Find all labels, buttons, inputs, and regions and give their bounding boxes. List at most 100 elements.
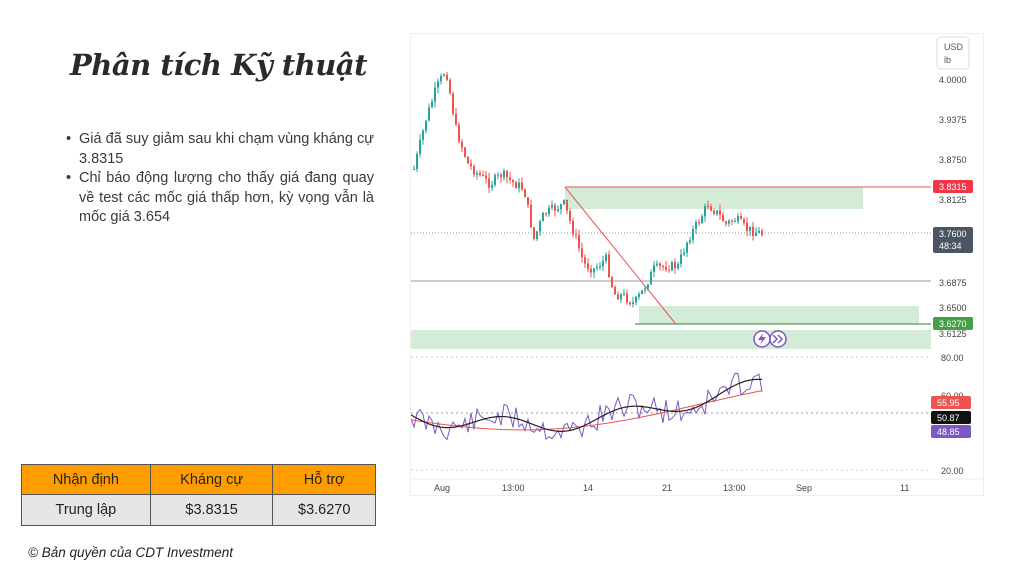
candle-body bbox=[650, 271, 652, 285]
candle-body bbox=[689, 240, 691, 243]
candle-body bbox=[668, 269, 670, 271]
summary-table: Nhận định Kháng cự Hỗ trợ Trung lập $3.8… bbox=[21, 464, 376, 526]
candle-body bbox=[695, 221, 697, 230]
candle-body bbox=[413, 168, 415, 170]
price-chart[interactable]: USD lb 4.0000 3.9375 3.8750 3.8125 3.687… bbox=[410, 33, 984, 496]
candle-body bbox=[617, 294, 619, 300]
candle-body bbox=[671, 261, 673, 271]
candle-body bbox=[542, 212, 544, 222]
candle-body bbox=[611, 277, 613, 288]
candle-body bbox=[485, 175, 487, 179]
candle-body bbox=[614, 287, 616, 295]
candle-body bbox=[437, 81, 439, 88]
candle-body bbox=[740, 216, 742, 220]
candle-body bbox=[587, 263, 589, 269]
candle-body bbox=[632, 302, 634, 305]
price-tick: 3.6875 bbox=[939, 278, 967, 288]
chart-canvas[interactable]: USD lb 4.0000 3.9375 3.8750 3.8125 3.687… bbox=[411, 34, 984, 496]
candle-body bbox=[752, 226, 754, 237]
candle-body bbox=[548, 207, 550, 215]
lightning-glyph bbox=[758, 333, 766, 345]
candle-body bbox=[746, 222, 748, 232]
currency-box[interactable] bbox=[936, 36, 970, 70]
candle-body bbox=[683, 252, 685, 255]
candle-body bbox=[563, 199, 565, 205]
candle-body bbox=[446, 74, 448, 80]
price-tick: 3.9375 bbox=[939, 115, 967, 125]
candle-body bbox=[494, 175, 496, 185]
candle-body bbox=[581, 248, 583, 258]
candle-body bbox=[491, 184, 493, 188]
candle-body bbox=[653, 265, 655, 272]
price-tick: 3.8125 bbox=[939, 195, 967, 205]
candle-body bbox=[572, 220, 574, 235]
oscillator-mid-line bbox=[411, 378, 763, 432]
bullet-item: Chỉ báo động lượng cho thấy giá đang qua… bbox=[66, 169, 374, 228]
candle-body bbox=[605, 254, 607, 261]
candle-body bbox=[512, 179, 514, 183]
candle-body bbox=[635, 296, 637, 303]
osc-tick: 20.00 bbox=[941, 466, 964, 476]
cell-assessment: Trung lập bbox=[21, 494, 151, 526]
candle-body bbox=[428, 107, 430, 121]
candle-body bbox=[716, 210, 718, 214]
candle-body bbox=[416, 153, 418, 169]
osc-tag-mid-text: 50.87 bbox=[937, 413, 960, 423]
x-tick: 13:00 bbox=[723, 483, 746, 493]
osc-tag-fast bbox=[931, 425, 971, 438]
candle-body bbox=[725, 221, 727, 224]
candle-body bbox=[554, 205, 556, 211]
currency-label: USD bbox=[944, 42, 964, 52]
candle-body bbox=[440, 75, 442, 82]
candle-body bbox=[515, 182, 517, 189]
candle-body bbox=[506, 170, 508, 178]
candle-body bbox=[680, 254, 682, 264]
price-tick: 4.0000 bbox=[939, 75, 967, 85]
analysis-bullets: Giá đã suy giảm sau khi chạm vùng kháng … bbox=[66, 130, 374, 228]
candle-body bbox=[584, 257, 586, 264]
support-price-tag bbox=[933, 317, 973, 330]
candle-body bbox=[629, 302, 631, 305]
candle-body bbox=[722, 214, 724, 222]
osc-tag-slow-text: 55.95 bbox=[937, 398, 960, 408]
candle-body bbox=[758, 230, 760, 233]
candle-body bbox=[743, 219, 745, 223]
copyright-note: © Bản quyền của CDT Investment bbox=[28, 545, 234, 560]
candle-body bbox=[500, 174, 502, 178]
current-price-text: 3.7600 bbox=[939, 229, 967, 239]
price-tick: 3.8750 bbox=[939, 155, 967, 165]
candle-body bbox=[731, 220, 733, 222]
candle-body bbox=[464, 147, 466, 157]
candle-body bbox=[467, 156, 469, 164]
candle-body bbox=[539, 221, 541, 232]
candle-body bbox=[599, 266, 601, 268]
candle-body bbox=[533, 227, 535, 239]
candles-group bbox=[413, 72, 763, 308]
candle-body bbox=[422, 130, 424, 140]
candle-body bbox=[713, 210, 715, 214]
candle-body bbox=[575, 234, 577, 236]
resistance-price-tag bbox=[933, 180, 973, 193]
price-tick: 3.6125 bbox=[939, 329, 967, 339]
candle-body bbox=[761, 230, 763, 235]
cell-resistance: $3.8315 bbox=[149, 494, 274, 526]
x-tick: 11 bbox=[900, 483, 909, 493]
candle-body bbox=[641, 290, 643, 295]
current-price-tag bbox=[933, 227, 973, 253]
candle-body bbox=[455, 113, 457, 125]
candle-body bbox=[434, 87, 436, 102]
lower-support-zone bbox=[411, 330, 931, 349]
trend-line bbox=[564, 186, 676, 324]
slide-title: Phân tích Kỹ thuật bbox=[70, 48, 368, 82]
candle-body bbox=[593, 268, 595, 273]
unit-label: lb bbox=[944, 55, 951, 65]
candle-body bbox=[488, 178, 490, 188]
candle-body bbox=[527, 197, 529, 205]
candle-body bbox=[479, 172, 481, 176]
candle-body bbox=[707, 206, 709, 208]
candle-body bbox=[443, 74, 445, 76]
alert-icons[interactable] bbox=[753, 330, 787, 348]
candle-body bbox=[704, 206, 706, 217]
candle-body bbox=[524, 189, 526, 198]
candle-body bbox=[566, 199, 568, 211]
